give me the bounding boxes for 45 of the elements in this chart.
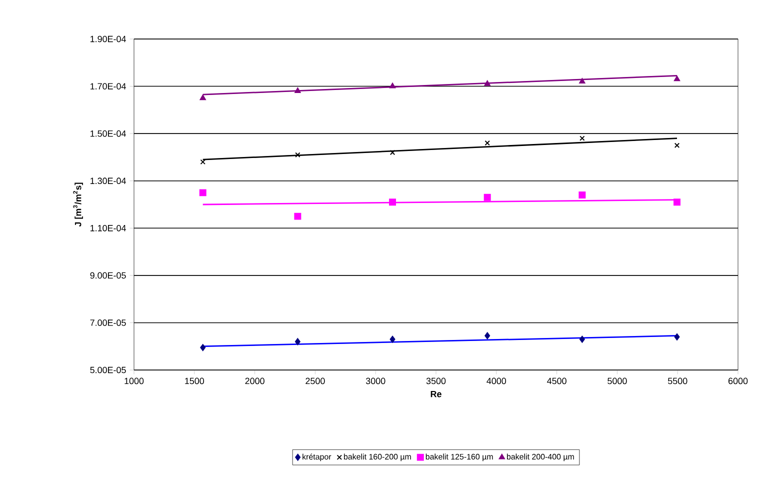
point <box>484 140 490 146</box>
x-tick-label: 5000 <box>608 378 627 384</box>
point <box>484 194 491 201</box>
point <box>674 142 680 148</box>
y-axis-title: J [m$^{3}$/m$^{2}$s] <box>73 182 83 227</box>
x-tick-label: 1500 <box>185 378 204 384</box>
point <box>200 94 206 100</box>
y-tick-label: 1.90E-04 <box>90 36 126 42</box>
y-tick-label: 1.10E-04 <box>90 224 126 232</box>
point <box>389 82 396 88</box>
point <box>294 338 300 346</box>
y-tick-label: 1.30E-04 <box>90 178 126 184</box>
point <box>579 336 585 343</box>
x-tick-label: 5500 <box>668 378 688 384</box>
point <box>580 136 585 141</box>
x-tick-label: 2500 <box>306 378 325 384</box>
y-tick-label: 7.00E-05 <box>90 320 126 326</box>
y-tick-label: 1.70E-04 <box>90 83 126 90</box>
x-tick-label: 3000 <box>366 378 386 384</box>
point <box>674 76 680 82</box>
y-tick-label: 5.00E-05 <box>90 366 126 374</box>
point <box>200 159 206 165</box>
point <box>390 150 396 156</box>
point <box>579 78 586 84</box>
point <box>390 336 396 343</box>
point <box>389 198 396 206</box>
x-axis-title: Re <box>430 390 442 398</box>
x-tick-label: 3500 <box>426 378 446 384</box>
point <box>484 332 490 340</box>
x-tick-label: 4000 <box>486 378 506 384</box>
y-tick-label: 1.50E-04 <box>90 130 126 137</box>
y-tick-label: 9.00E-05 <box>90 272 126 279</box>
point <box>294 212 302 220</box>
x-tick-label: 4500 <box>547 378 566 384</box>
point <box>295 152 300 158</box>
point <box>484 80 490 86</box>
point <box>294 88 301 94</box>
point <box>200 344 206 352</box>
point <box>199 189 206 196</box>
x-tick-label: 6000 <box>728 378 748 384</box>
point <box>674 333 680 340</box>
x-tick-label: 1000 <box>124 378 144 384</box>
x-tick-label: 2000 <box>245 378 264 384</box>
point <box>578 192 586 199</box>
point <box>674 198 680 206</box>
